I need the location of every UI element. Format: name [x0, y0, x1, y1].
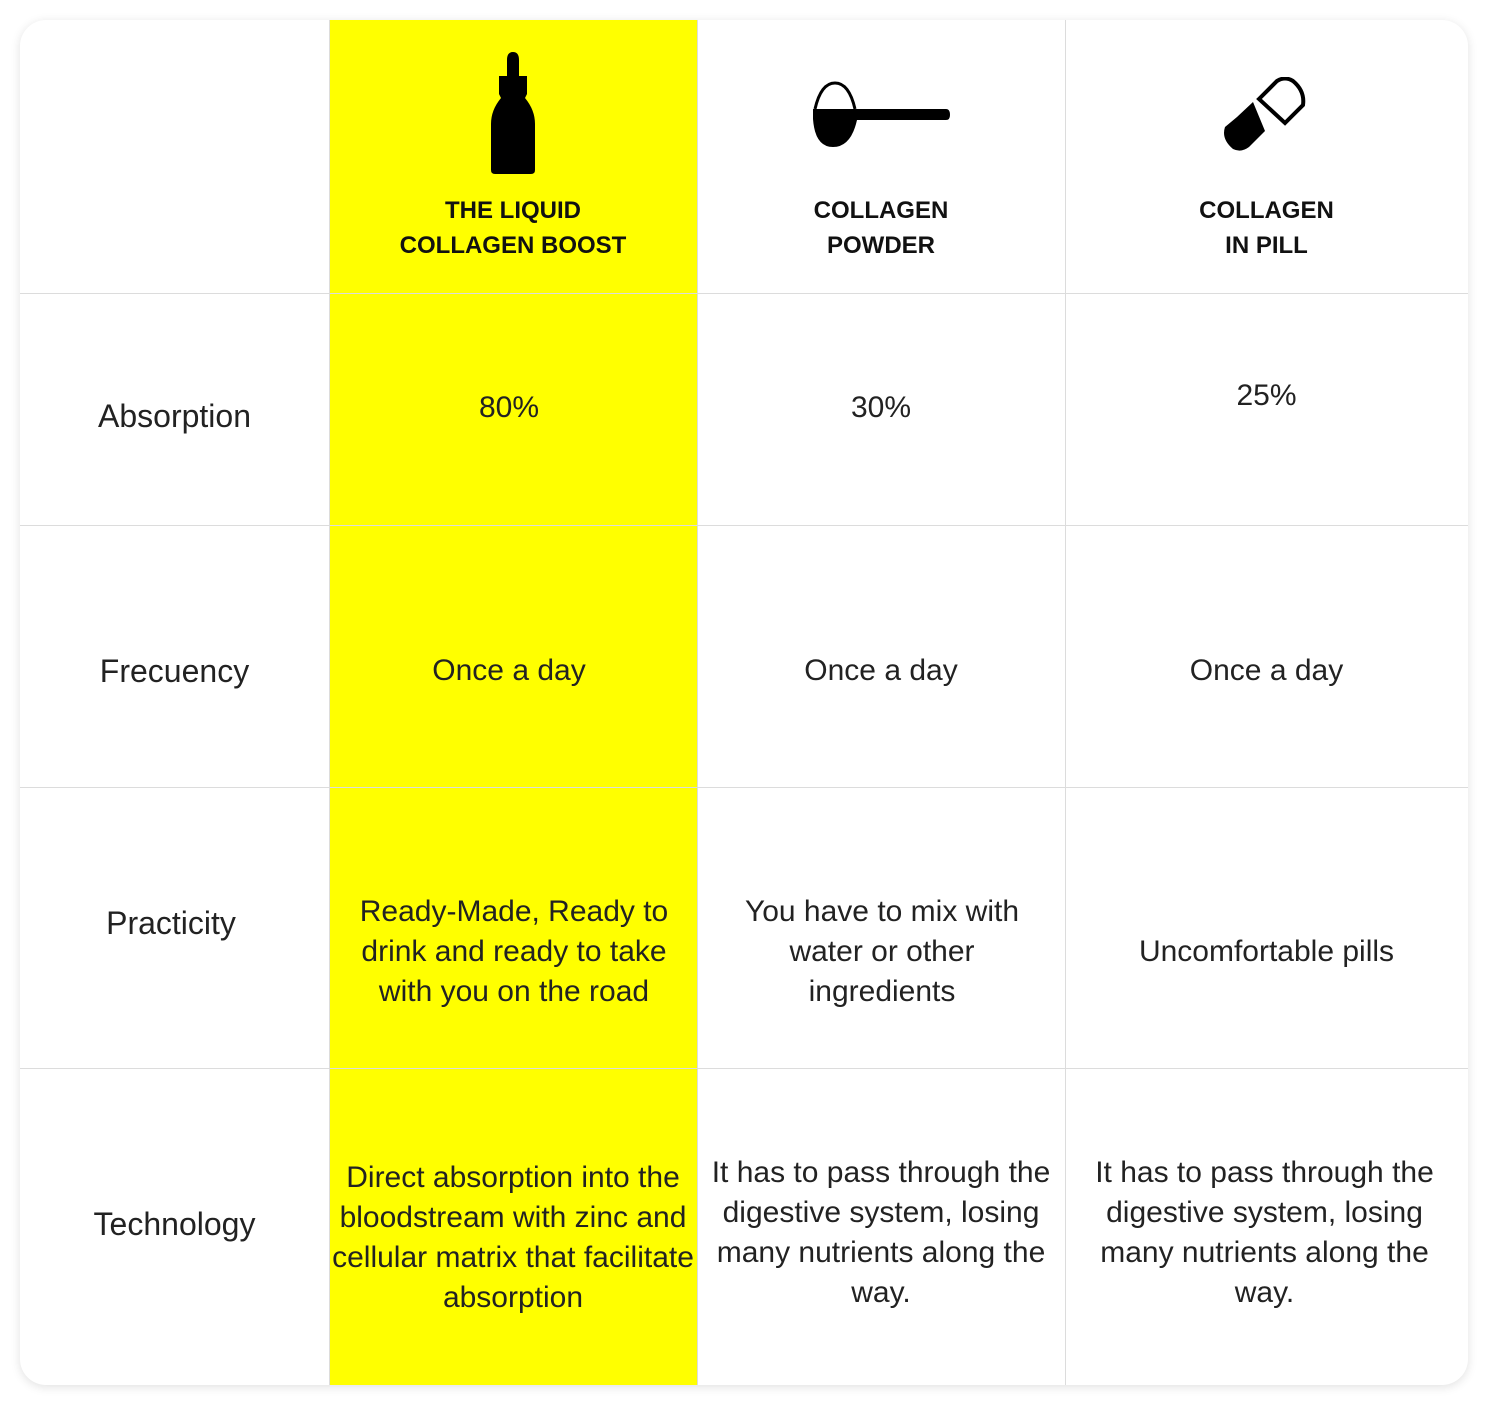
- cell-value: It has to pass through the digestive sys…: [711, 1156, 1051, 1309]
- row-label-absorption: Absorption: [98, 397, 251, 434]
- divider: [329, 20, 330, 1385]
- dropper-bottle-icon: [483, 49, 543, 179]
- cell-value: Once a day: [1189, 654, 1344, 687]
- column-title: THE LIQUID COLLAGEN BOOST: [399, 197, 627, 259]
- cell-value: Ready-Made, Ready to drink and ready to …: [359, 895, 669, 1008]
- cell-value: 25%: [1236, 379, 1297, 412]
- row-label-frecuency: Frecuency: [99, 653, 250, 689]
- divider: [1065, 20, 1066, 1385]
- divider: [697, 20, 698, 1385]
- cell-value: Once a day: [432, 654, 586, 687]
- column-header-pill: COLLAGEN IN PILL: [1065, 20, 1468, 293]
- cell-value: Once a day: [804, 654, 958, 687]
- capsule-icon: [1219, 49, 1314, 179]
- column-header-liquid: THE LIQUID COLLAGEN BOOST: [329, 20, 697, 293]
- cell-value: Direct absorption into the bloodstream w…: [332, 1161, 694, 1314]
- row-label-technology: Technology: [93, 1206, 256, 1242]
- row-label-practicity: Practicity: [106, 905, 236, 941]
- comparison-table: THE LIQUID COLLAGEN BOOST COLLAGEN POWDE…: [20, 20, 1468, 1385]
- highlight-column: [329, 20, 697, 1385]
- divider: [20, 1068, 1468, 1069]
- column-title: COLLAGEN POWDER: [813, 197, 949, 259]
- divider: [20, 787, 1468, 788]
- cell-value: 30%: [850, 391, 912, 424]
- cell-value: You have to mix with water or other ingr…: [744, 895, 1020, 1008]
- cell-value: It has to pass through the digestive sys…: [1095, 1156, 1434, 1309]
- divider: [20, 525, 1468, 526]
- cell-value: Uncomfortable pills: [1138, 935, 1395, 968]
- column-title: COLLAGEN IN PILL: [1199, 197, 1334, 259]
- column-header-powder: COLLAGEN POWDER: [697, 20, 1065, 293]
- scoop-icon: [811, 49, 951, 179]
- cell-value: 80%: [478, 391, 540, 424]
- divider: [20, 293, 1468, 294]
